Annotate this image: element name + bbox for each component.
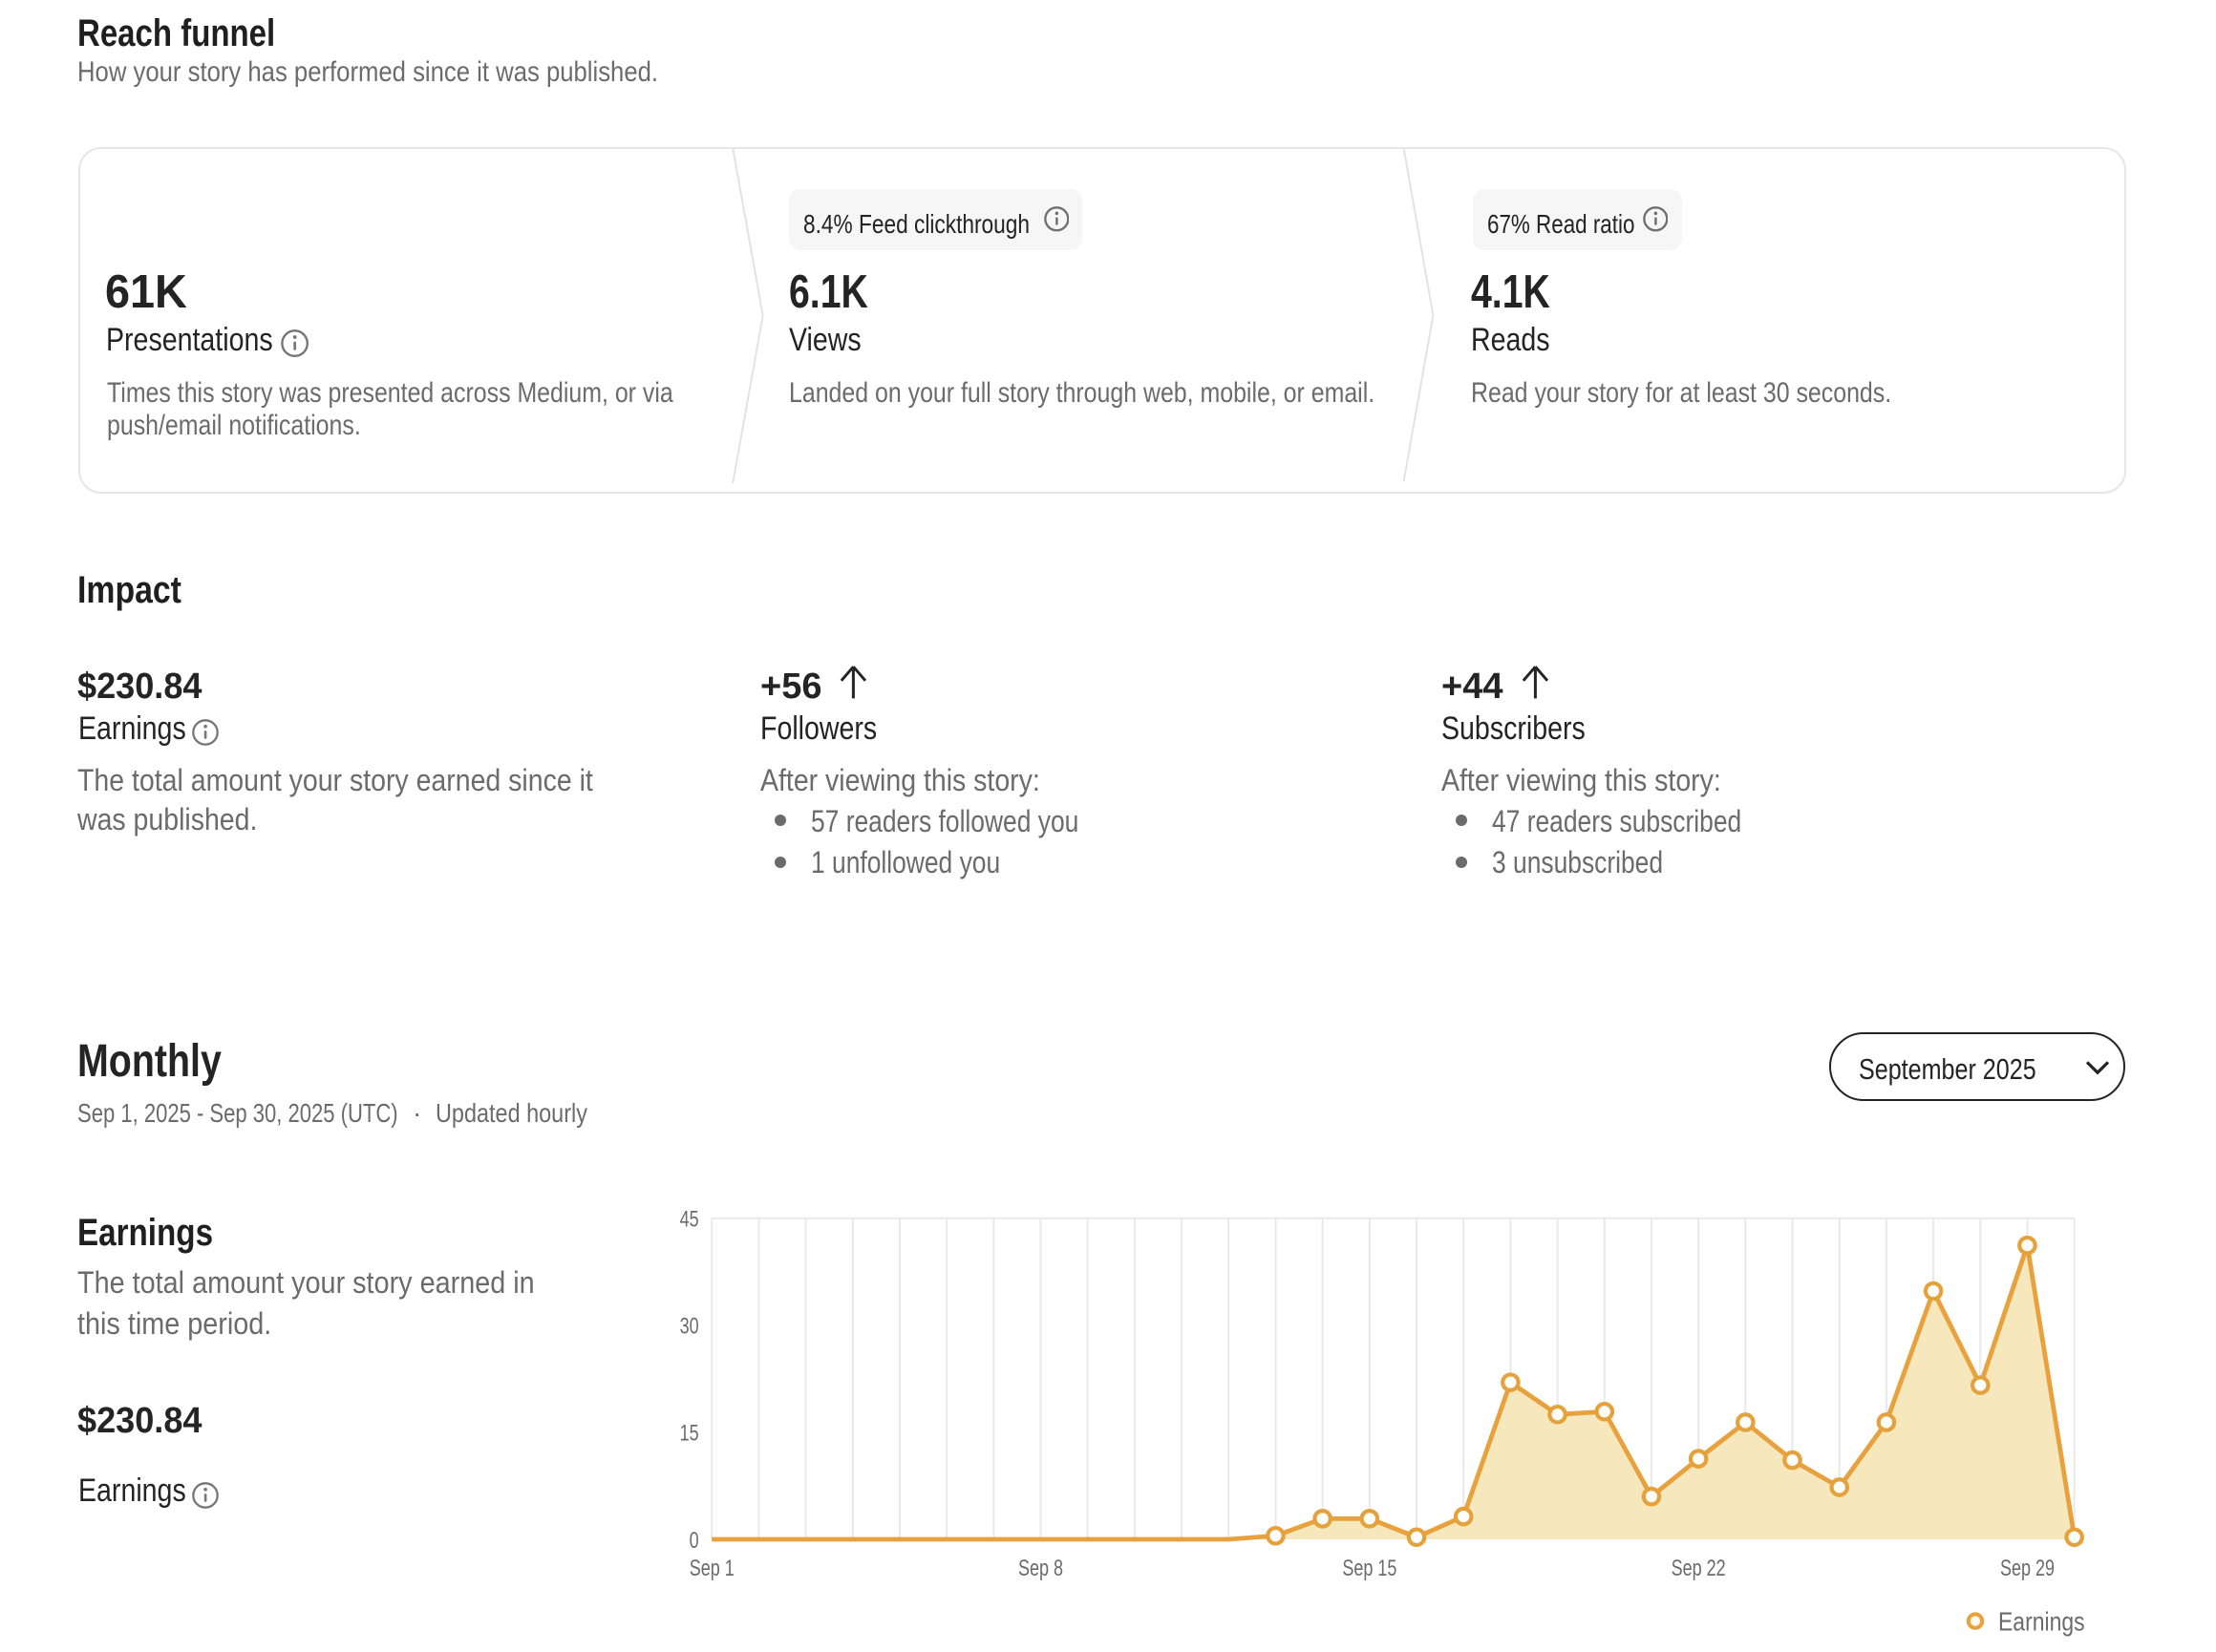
svg-text:Sep 1: Sep 1 bbox=[690, 1557, 735, 1581]
svg-text:Earnings: Earnings bbox=[1998, 1608, 2085, 1638]
svg-text:15: 15 bbox=[680, 1421, 699, 1446]
svg-text:Sep 22: Sep 22 bbox=[1672, 1557, 1726, 1581]
svg-text:45: 45 bbox=[680, 1207, 699, 1232]
svg-text:0: 0 bbox=[690, 1528, 699, 1553]
svg-text:Sep 29: Sep 29 bbox=[2000, 1557, 2055, 1581]
svg-text:30: 30 bbox=[680, 1314, 699, 1339]
svg-text:Sep 15: Sep 15 bbox=[1342, 1557, 1396, 1581]
svg-text:Sep 8: Sep 8 bbox=[1018, 1557, 1063, 1581]
